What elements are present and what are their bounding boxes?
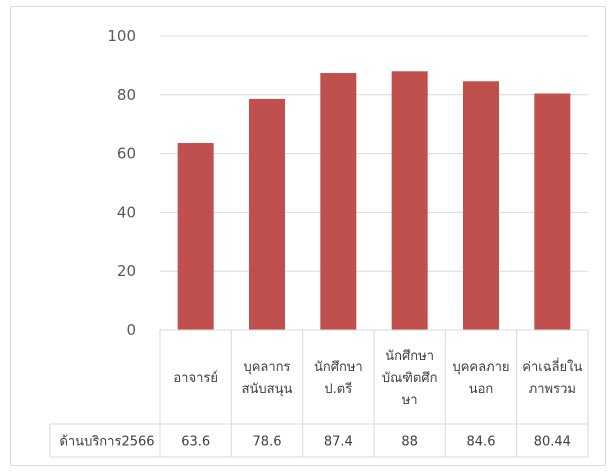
series-name: ด้านบริการ2566: [59, 435, 154, 450]
category-label: สนับสนุน: [242, 382, 293, 397]
category-label: ษา: [402, 393, 418, 408]
bar: [534, 93, 571, 330]
data-table-value: 88: [401, 435, 418, 450]
category-label: อาจารย์: [173, 370, 218, 386]
data-table-value: 84.6: [467, 435, 496, 450]
category-label: ภาพรวม: [529, 382, 576, 397]
chart-area: [10, 6, 606, 466]
bar: [391, 71, 428, 330]
category-label: บัณฑิตศึก: [382, 371, 438, 386]
data-table-value: 87.4: [324, 435, 353, 450]
category-label: ค่าเฉลี่ยใน: [522, 358, 582, 375]
bar: [249, 98, 285, 330]
y-tick-label: 0: [126, 321, 136, 339]
category-label: นักศึกษา: [385, 349, 434, 364]
bar: [463, 81, 499, 330]
bar: [320, 73, 357, 330]
y-tick-label: 100: [107, 27, 136, 45]
y-tick-label: 20: [117, 262, 136, 280]
category-label: ป.ตรี: [324, 381, 352, 397]
y-tick-label: 60: [117, 145, 136, 163]
category-label: นักศึกษา: [314, 360, 363, 375]
category-label: บุคลากร: [243, 360, 290, 375]
category-label: นอก: [469, 382, 494, 397]
data-table-value: 78.6: [253, 435, 282, 450]
category-label: บุคคลภาย: [452, 360, 509, 375]
y-tick-label: 80: [117, 86, 136, 104]
data-table-value: 80.44: [534, 435, 571, 450]
y-tick-label: 40: [117, 203, 136, 221]
bar: [177, 143, 214, 330]
data-table-value: 63.6: [181, 435, 210, 450]
